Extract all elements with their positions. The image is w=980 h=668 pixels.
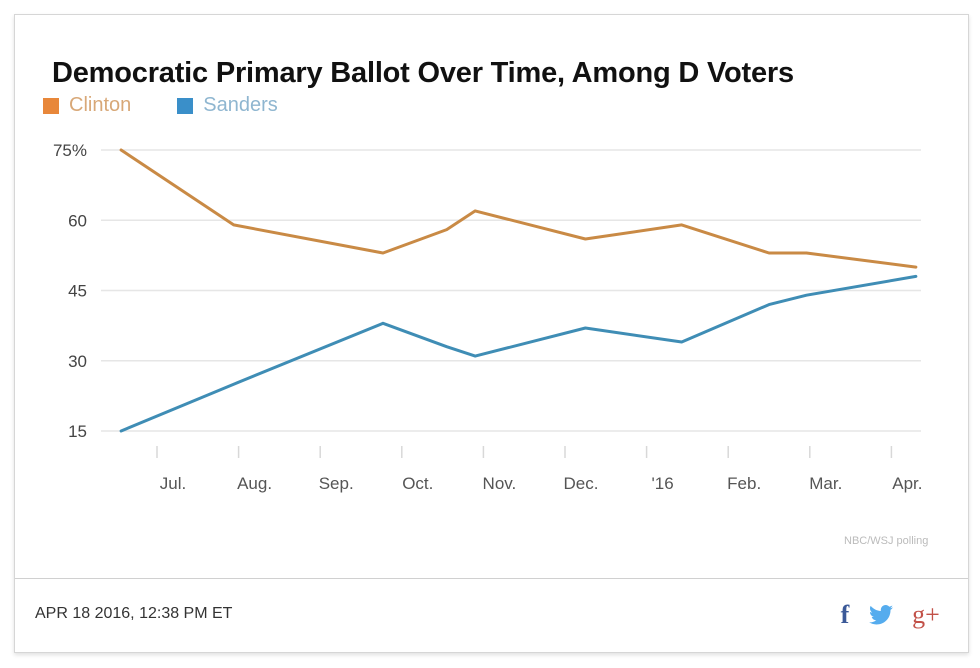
y-tick-label: 75%: [53, 141, 87, 160]
legend-item-sanders: Sanders: [177, 94, 278, 117]
legend-swatch-clinton: [43, 97, 59, 114]
x-tick-label: Mar.: [809, 474, 842, 493]
legend-item-clinton: Clinton: [43, 94, 131, 117]
chart-title: Democratic Primary Ballot Over Time, Amo…: [52, 57, 794, 89]
facebook-share-button[interactable]: f: [835, 600, 855, 630]
x-tick-label: Jul.: [160, 474, 186, 493]
y-tick-label: 45: [68, 282, 87, 301]
x-tick-label: Sep.: [319, 474, 354, 493]
source-note: NBC/WSJ polling: [844, 535, 929, 547]
y-tick-label: 15: [68, 422, 87, 441]
legend-label-sanders: Sanders: [203, 94, 278, 116]
series-line-clinton: [119, 148, 918, 269]
x-tick-label: '16: [652, 474, 674, 493]
x-tick-label: Dec.: [564, 474, 599, 493]
footer-divider: [15, 578, 968, 579]
google-plus-icon: g+: [912, 600, 940, 629]
y-axis: 75% 60 45 30 15: [53, 141, 87, 441]
timestamp: APR 18 2016, 12:38 PM ET: [35, 605, 233, 622]
legend-label-clinton: Clinton: [69, 94, 132, 116]
facebook-icon: f: [840, 600, 850, 629]
x-axis: Jul. Aug. Sep. Oct. Nov. Dec. '16 Feb. Mar. Apr.: [156, 446, 923, 493]
legend-swatch-sanders: [177, 97, 194, 114]
x-tick-label: Feb.: [727, 474, 761, 493]
legend: Clinton Sanders: [43, 94, 324, 117]
x-tick-label: Aug.: [237, 474, 272, 493]
twitter-icon: [869, 605, 893, 625]
google-plus-share-button[interactable]: g+: [910, 600, 942, 630]
series-lines: [119, 148, 918, 433]
x-tick-label: Apr.: [892, 474, 922, 493]
x-tick-label: Oct.: [402, 474, 433, 493]
chart-card: Democratic Primary Ballot Over Time, Amo…: [14, 14, 969, 653]
series-line-sanders: [119, 274, 918, 433]
x-tick-label: Nov.: [483, 474, 517, 493]
line-chart: 75% 60 45 30 15 Jul. Aug. Sep. Oct. Nov. Dec. '16 F…: [53, 141, 923, 493]
y-tick-label: 30: [68, 352, 87, 371]
twitter-share-button[interactable]: [867, 600, 895, 630]
y-tick-label: 60: [68, 211, 87, 230]
